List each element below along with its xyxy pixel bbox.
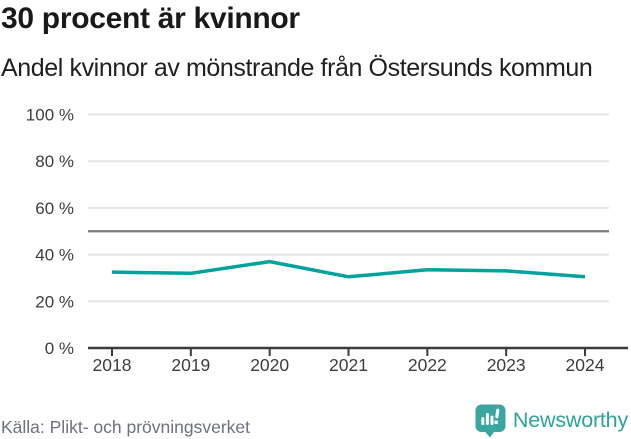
x-axis-label: 2018 bbox=[93, 355, 132, 375]
y-axis-label: 20 % bbox=[35, 292, 74, 311]
x-axis-label: 2019 bbox=[171, 355, 210, 375]
x-axis-label: 2023 bbox=[487, 355, 526, 375]
x-axis-label: 2021 bbox=[329, 355, 368, 375]
y-axis-label: 60 % bbox=[35, 199, 74, 218]
chart-title: 30 procent är kvinnor bbox=[1, 2, 300, 35]
chart-subtitle: Andel kvinnor av mönstrande från Östersu… bbox=[1, 54, 593, 82]
data-line bbox=[111, 259, 586, 279]
y-axis-label: 80 % bbox=[35, 152, 74, 171]
x-axis-label: 2022 bbox=[408, 355, 447, 375]
source-note: Källa: Plikt- och prövningsverket bbox=[1, 417, 250, 437]
newsworthy-logo-icon bbox=[475, 404, 506, 437]
brand-name: Newsworthy bbox=[512, 408, 628, 432]
newsworthy-brand: Newsworthy bbox=[475, 402, 628, 439]
x-axis-label: 2024 bbox=[566, 355, 605, 375]
x-axis-label: 2020 bbox=[250, 355, 289, 375]
y-axis-label: 40 % bbox=[35, 246, 74, 265]
y-axis-label: 0 % bbox=[45, 339, 74, 358]
y-axis-label: 100 % bbox=[26, 106, 74, 125]
